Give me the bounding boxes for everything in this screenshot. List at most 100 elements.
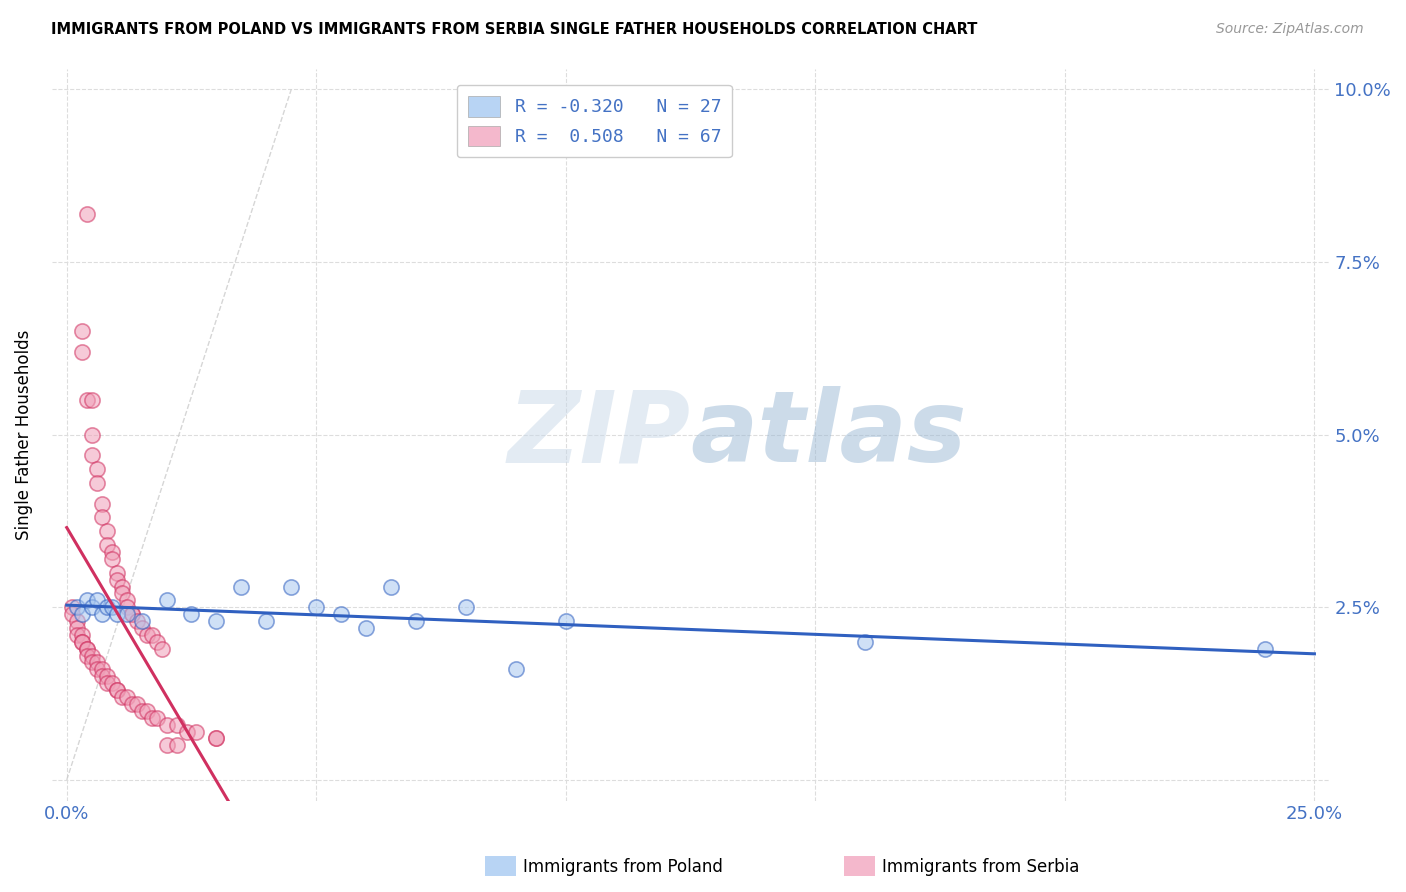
Point: [454, 600, 477, 615]
Point: [145, 634, 167, 648]
Point: [380, 580, 402, 594]
Point: [86, 662, 108, 676]
Point: [66, 628, 89, 642]
Point: [100, 676, 122, 690]
Point: [121, 607, 143, 621]
Point: [354, 621, 377, 635]
Point: [80, 427, 103, 442]
Point: [176, 724, 198, 739]
Point: [180, 607, 202, 621]
Point: [96, 600, 118, 615]
Point: [155, 593, 177, 607]
Point: [111, 580, 134, 594]
Text: IMMIGRANTS FROM POLAND VS IMMIGRANTS FROM SERBIA SINGLE FATHER HOUSEHOLDS CORREL: IMMIGRANTS FROM POLAND VS IMMIGRANTS FRO…: [51, 22, 977, 37]
Point: [100, 545, 122, 559]
Point: [70, 344, 93, 359]
Point: [86, 475, 108, 490]
Point: [90, 669, 112, 683]
Point: [96, 538, 118, 552]
Point: [90, 607, 112, 621]
Point: [166, 717, 188, 731]
Point: [96, 676, 118, 690]
Point: [80, 648, 103, 663]
Point: [66, 621, 89, 635]
Point: [90, 662, 112, 676]
Point: [76, 593, 98, 607]
Point: [186, 724, 208, 739]
Point: [76, 641, 98, 656]
Point: [135, 704, 157, 718]
Point: [150, 641, 173, 656]
Text: Immigrants from Poland: Immigrants from Poland: [523, 858, 723, 876]
Point: [76, 206, 98, 220]
Point: [90, 510, 112, 524]
Point: [115, 593, 138, 607]
Point: [80, 656, 103, 670]
Point: [111, 690, 134, 704]
Point: [100, 552, 122, 566]
Point: [96, 524, 118, 539]
Point: [330, 607, 353, 621]
Point: [145, 711, 167, 725]
Point: [505, 662, 527, 676]
Point: [100, 600, 122, 615]
Point: [141, 711, 163, 725]
Point: [135, 628, 157, 642]
Point: [1253, 641, 1275, 656]
Point: [131, 704, 153, 718]
Point: [205, 731, 228, 746]
Point: [76, 392, 98, 407]
Text: Source: ZipAtlas.com: Source: ZipAtlas.com: [1216, 22, 1364, 37]
Text: atlas: atlas: [690, 386, 967, 483]
Point: [80, 600, 103, 615]
Y-axis label: Single Father Households: Single Father Households: [15, 329, 32, 540]
Point: [76, 648, 98, 663]
Point: [70, 324, 93, 338]
Point: [131, 621, 153, 635]
Point: [155, 739, 177, 753]
Text: ZIP: ZIP: [508, 386, 690, 483]
Point: [70, 607, 93, 621]
Point: [70, 634, 93, 648]
Point: [121, 697, 143, 711]
Point: [86, 593, 108, 607]
Point: [105, 683, 128, 698]
Point: [80, 392, 103, 407]
Point: [125, 614, 148, 628]
Point: [115, 607, 138, 621]
Point: [80, 448, 103, 462]
Point: [141, 628, 163, 642]
Point: [105, 683, 128, 698]
Point: [853, 634, 876, 648]
Point: [70, 628, 93, 642]
Point: [280, 580, 302, 594]
Point: [125, 697, 148, 711]
Point: [70, 634, 93, 648]
Point: [105, 573, 128, 587]
Point: [111, 586, 134, 600]
Point: [105, 566, 128, 580]
Point: [166, 739, 188, 753]
Point: [66, 614, 89, 628]
Point: [60, 600, 83, 615]
Point: [76, 641, 98, 656]
Point: [205, 731, 228, 746]
Point: [254, 614, 277, 628]
Point: [66, 600, 89, 615]
Legend: R = -0.320   N = 27, R =  0.508   N = 67: R = -0.320 N = 27, R = 0.508 N = 67: [457, 85, 733, 157]
Point: [155, 717, 177, 731]
Text: Immigrants from Serbia: Immigrants from Serbia: [882, 858, 1078, 876]
Point: [96, 669, 118, 683]
Point: [115, 690, 138, 704]
Point: [305, 600, 328, 615]
Point: [105, 607, 128, 621]
Point: [231, 580, 253, 594]
Point: [205, 614, 228, 628]
Point: [86, 462, 108, 476]
Point: [554, 614, 576, 628]
Point: [90, 497, 112, 511]
Point: [121, 607, 143, 621]
Point: [86, 656, 108, 670]
Point: [115, 600, 138, 615]
Point: [131, 614, 153, 628]
